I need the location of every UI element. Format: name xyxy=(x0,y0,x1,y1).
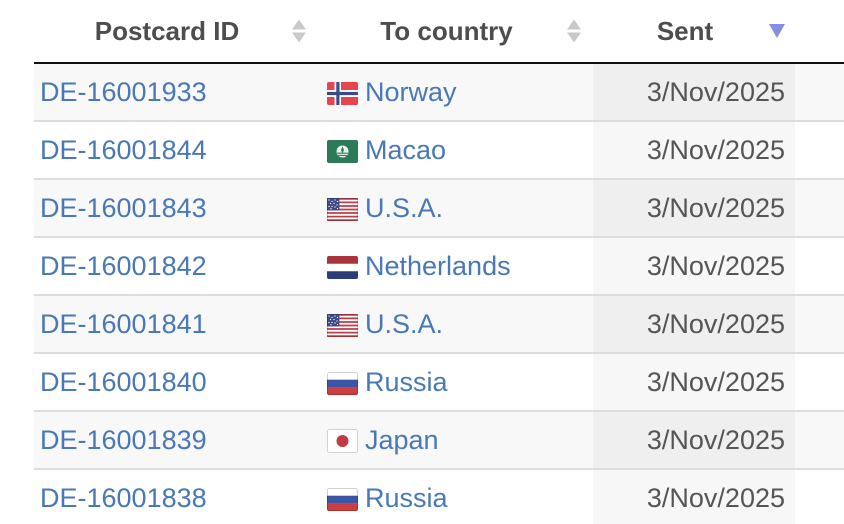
empty-cell xyxy=(795,295,844,354)
postcard-id-cell: DE-16001844 xyxy=(34,121,318,180)
flag-icon-japan xyxy=(327,428,358,453)
country-link[interactable]: Norway xyxy=(365,76,457,107)
postcard-id-cell: DE-16001841 xyxy=(34,295,318,354)
country-link[interactable]: Japan xyxy=(365,424,439,455)
empty-cell xyxy=(795,63,844,122)
postcard-id-cell: DE-16001933 xyxy=(34,63,318,122)
postcard-id-link[interactable]: DE-16001838 xyxy=(40,482,207,513)
flag-icon-macao xyxy=(327,139,358,163)
table-row: DE-16001841 U.S.A. 3/Nov/2025 xyxy=(34,295,844,354)
postcard-id-link[interactable]: DE-16001844 xyxy=(40,134,207,165)
column-header-to-country[interactable]: To country xyxy=(318,0,593,64)
sent-date-cell: 3/Nov/2025 xyxy=(593,411,795,470)
table-row: DE-16001840 Russia 3/Nov/2025 xyxy=(34,353,844,412)
postcard-id-cell: DE-16001843 xyxy=(34,179,318,238)
column-header-empty xyxy=(795,0,844,64)
table-row: DE-16001839 Japan 3/Nov/2025 xyxy=(34,411,844,470)
sent-date-cell: 3/Nov/2025 xyxy=(593,63,795,122)
country-cell: Macao xyxy=(318,121,593,180)
flag-icon-russia xyxy=(327,371,358,395)
postcard-id-link[interactable]: DE-16001839 xyxy=(40,424,207,455)
country-link[interactable]: U.S.A. xyxy=(365,308,444,339)
postcard-id-link[interactable]: DE-16001843 xyxy=(40,192,207,223)
country-link[interactable]: Russia xyxy=(365,366,448,397)
postcard-id-link[interactable]: DE-16001840 xyxy=(40,366,207,397)
table-body: DE-16001933 Norway 3/Nov/2025 DE-16001844 Ma… xyxy=(34,63,844,524)
flag-icon-russia xyxy=(327,487,358,511)
empty-cell xyxy=(795,469,844,524)
table-row: DE-16001838 Russia 3/Nov/2025 xyxy=(34,469,844,524)
country-link[interactable]: U.S.A. xyxy=(365,192,444,223)
postcards-table: Postcard ID To country Sent DE-160019 xyxy=(34,0,844,524)
country-cell: Netherlands xyxy=(318,237,593,296)
flag-icon-netherlands xyxy=(327,255,358,279)
table-row: DE-16001842 Netherlands 3/Nov/2025 xyxy=(34,237,844,296)
sort-both-icon xyxy=(292,19,306,43)
table-row: DE-16001844 Macao 3/Nov/2025 xyxy=(34,121,844,180)
empty-cell xyxy=(795,121,844,180)
column-header-postcard-id[interactable]: Postcard ID xyxy=(34,0,318,64)
empty-cell xyxy=(795,179,844,238)
empty-cell xyxy=(795,237,844,296)
country-cell: U.S.A. xyxy=(318,179,593,238)
table-header-row: Postcard ID To country Sent xyxy=(34,0,844,64)
column-header-sent[interactable]: Sent xyxy=(593,0,795,64)
postcard-id-link[interactable]: DE-16001933 xyxy=(40,76,207,107)
postcard-id-cell: DE-16001839 xyxy=(34,411,318,470)
country-cell: Norway xyxy=(318,63,593,122)
flag-icon-usa xyxy=(327,313,358,337)
table-header: Postcard ID To country Sent xyxy=(34,0,844,64)
column-label-sent: Sent xyxy=(656,15,714,46)
postcard-id-cell: DE-16001838 xyxy=(34,469,318,524)
flag-icon-usa xyxy=(327,197,358,221)
table-row: DE-16001933 Norway 3/Nov/2025 xyxy=(34,63,844,122)
sent-date-cell: 3/Nov/2025 xyxy=(593,469,795,524)
sent-date-cell: 3/Nov/2025 xyxy=(593,237,795,296)
postcards-table-container: Postcard ID To country Sent DE-160019 xyxy=(34,0,844,524)
flag-icon-norway xyxy=(327,81,358,105)
empty-cell xyxy=(795,411,844,470)
country-cell: U.S.A. xyxy=(318,295,593,354)
sort-both-icon xyxy=(567,19,581,43)
country-cell: Russia xyxy=(318,469,593,524)
column-label-to-country: To country xyxy=(380,15,513,46)
country-cell: Japan xyxy=(318,411,593,470)
postcard-id-cell: DE-16001842 xyxy=(34,237,318,296)
table-row: DE-16001843 U.S.A. 3/Nov/2025 xyxy=(34,179,844,238)
sent-date-cell: 3/Nov/2025 xyxy=(593,121,795,180)
sent-date-cell: 3/Nov/2025 xyxy=(593,353,795,412)
postcard-id-cell: DE-16001840 xyxy=(34,353,318,412)
empty-cell xyxy=(795,353,844,412)
country-link[interactable]: Russia xyxy=(365,482,448,513)
country-cell: Russia xyxy=(318,353,593,412)
sent-date-cell: 3/Nov/2025 xyxy=(593,179,795,238)
postcard-id-link[interactable]: DE-16001841 xyxy=(40,308,207,339)
sent-date-cell: 3/Nov/2025 xyxy=(593,295,795,354)
column-label-postcard-id: Postcard ID xyxy=(94,15,240,46)
country-link[interactable]: Netherlands xyxy=(365,250,511,281)
sort-desc-icon xyxy=(769,24,785,38)
postcard-id-link[interactable]: DE-16001842 xyxy=(40,250,207,281)
country-link[interactable]: Macao xyxy=(365,134,447,165)
